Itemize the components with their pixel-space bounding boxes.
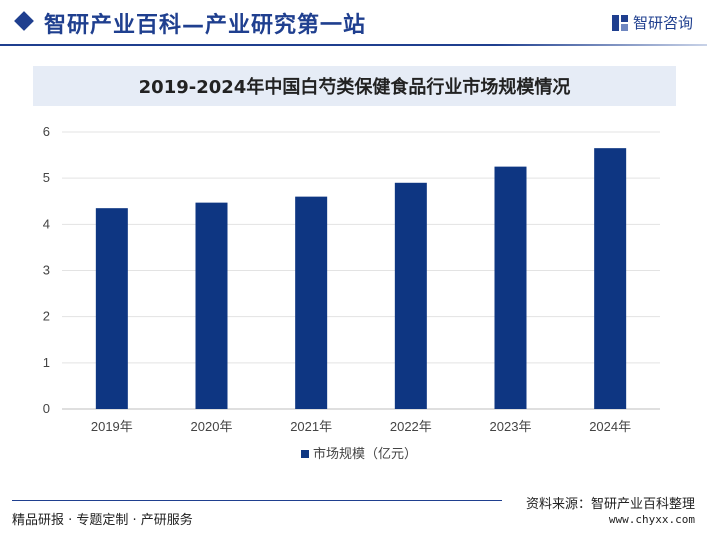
y-tick-label: 6 — [43, 124, 50, 139]
y-tick-label: 5 — [43, 170, 50, 185]
y-tick-label: 3 — [43, 263, 50, 278]
x-tick-label: 2020年 — [191, 419, 233, 434]
x-tick-label: 2022年 — [390, 419, 432, 434]
y-tick-label: 2 — [43, 309, 50, 324]
footer-url[interactable]: www.chyxx.com — [608, 513, 695, 526]
grid-lines — [62, 131, 660, 410]
y-axis-ticks: 0 1 2 3 4 5 6 — [43, 124, 50, 416]
y-tick-label: 0 — [43, 401, 50, 416]
bar[interactable] — [394, 182, 427, 409]
bar[interactable] — [494, 166, 527, 409]
site-title: 智研产业百科—产业研究第一站 — [44, 13, 367, 38]
header-divider — [0, 44, 707, 46]
logo[interactable]: 智研咨询 — [611, 12, 693, 33]
legend-swatch — [301, 450, 309, 458]
logo-text: 智研咨询 — [632, 14, 693, 32]
bar[interactable] — [95, 208, 128, 409]
logo-icon — [611, 14, 628, 31]
legend: 市场规模（亿元） — [301, 446, 417, 461]
bar[interactable] — [295, 196, 328, 409]
diamond-icon — [14, 11, 34, 31]
x-tick-label: 2023年 — [490, 419, 532, 434]
y-tick-label: 1 — [43, 355, 50, 370]
footer-source: 资料来源：智研产业百科整理 — [525, 497, 695, 512]
x-tick-label: 2021年 — [290, 419, 332, 434]
bar[interactable] — [195, 202, 228, 409]
bar[interactable] — [594, 148, 627, 409]
bar-chart: 0 1 2 3 4 5 6 2019年 2020年 2021年 2022年 2023年 2024年 市… — [43, 124, 660, 461]
chart-title: 2019-2024年中国白芍类保健食品行业市场规模情况 — [138, 77, 571, 98]
x-axis-ticks: 2019年 2020年 2021年 2022年 2023年 2024年 — [91, 419, 631, 434]
x-tick-label: 2019年 — [91, 419, 133, 434]
legend-label: 市场规模（亿元） — [313, 446, 417, 461]
chart-title-box: 2019-2024年中国白芍类保健食品行业市场规模情况 — [33, 66, 676, 106]
y-tick-label: 4 — [43, 216, 50, 231]
footer-tagline: 精品研报 · 专题定制 · 产研服务 — [12, 513, 193, 528]
footer-divider — [12, 500, 502, 501]
x-tick-label: 2024年 — [589, 419, 631, 434]
bars — [95, 148, 627, 409]
header: 智研产业百科—产业研究第一站 智研咨询 — [0, 0, 707, 50]
